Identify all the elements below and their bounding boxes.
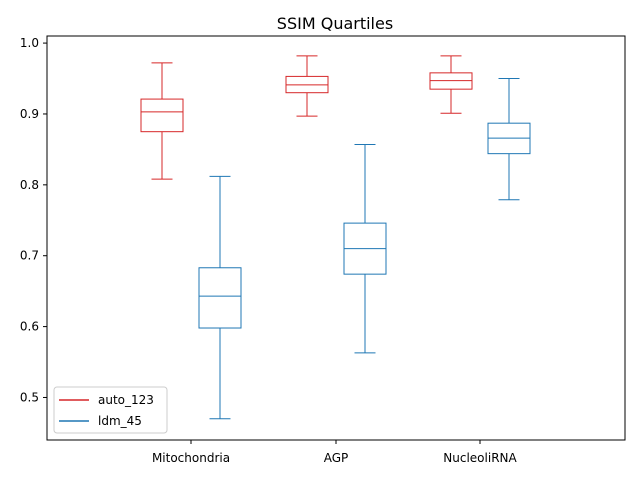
- box-auto_123-mitochondria: [140, 62, 184, 180]
- x-tick-label-0: Mitochondria: [152, 451, 230, 465]
- legend-label-ldm_45: ldm_45: [98, 414, 142, 428]
- iqr-box: [140, 98, 184, 133]
- y-tick-label-1: 0.6: [20, 320, 39, 334]
- iqr-box: [198, 267, 242, 329]
- box-auto_123-agp: [285, 55, 329, 117]
- box-ldm_45-agp: [343, 143, 387, 354]
- box-series-group: [140, 55, 531, 420]
- chart-title: SSIM Quartiles: [277, 14, 393, 33]
- legend-label-auto_123: auto_123: [98, 393, 154, 407]
- legend: auto_123 ldm_45: [53, 386, 168, 434]
- y-tick-label-4: 0.9: [20, 107, 39, 121]
- y-tick-label-5: 1.0: [20, 36, 39, 50]
- x-axis: Mitochondria AGP NucleoliRNA: [152, 440, 518, 465]
- y-tick-label-3: 0.8: [20, 178, 39, 192]
- x-tick-label-1: AGP: [324, 451, 349, 465]
- box-ldm_45-nucleolirna: [487, 78, 531, 201]
- y-tick-label-0: 0.5: [20, 390, 39, 404]
- box-auto_123-nucleolirna: [429, 55, 473, 114]
- x-tick-label-2: NucleoliRNA: [443, 451, 517, 465]
- box-ldm_45-mitochondria: [198, 175, 242, 420]
- y-axis: 0.5 0.6 0.7 0.8 0.9 1.0: [20, 36, 47, 404]
- plot-area: [46, 35, 626, 441]
- y-tick-label-2: 0.7: [20, 249, 39, 263]
